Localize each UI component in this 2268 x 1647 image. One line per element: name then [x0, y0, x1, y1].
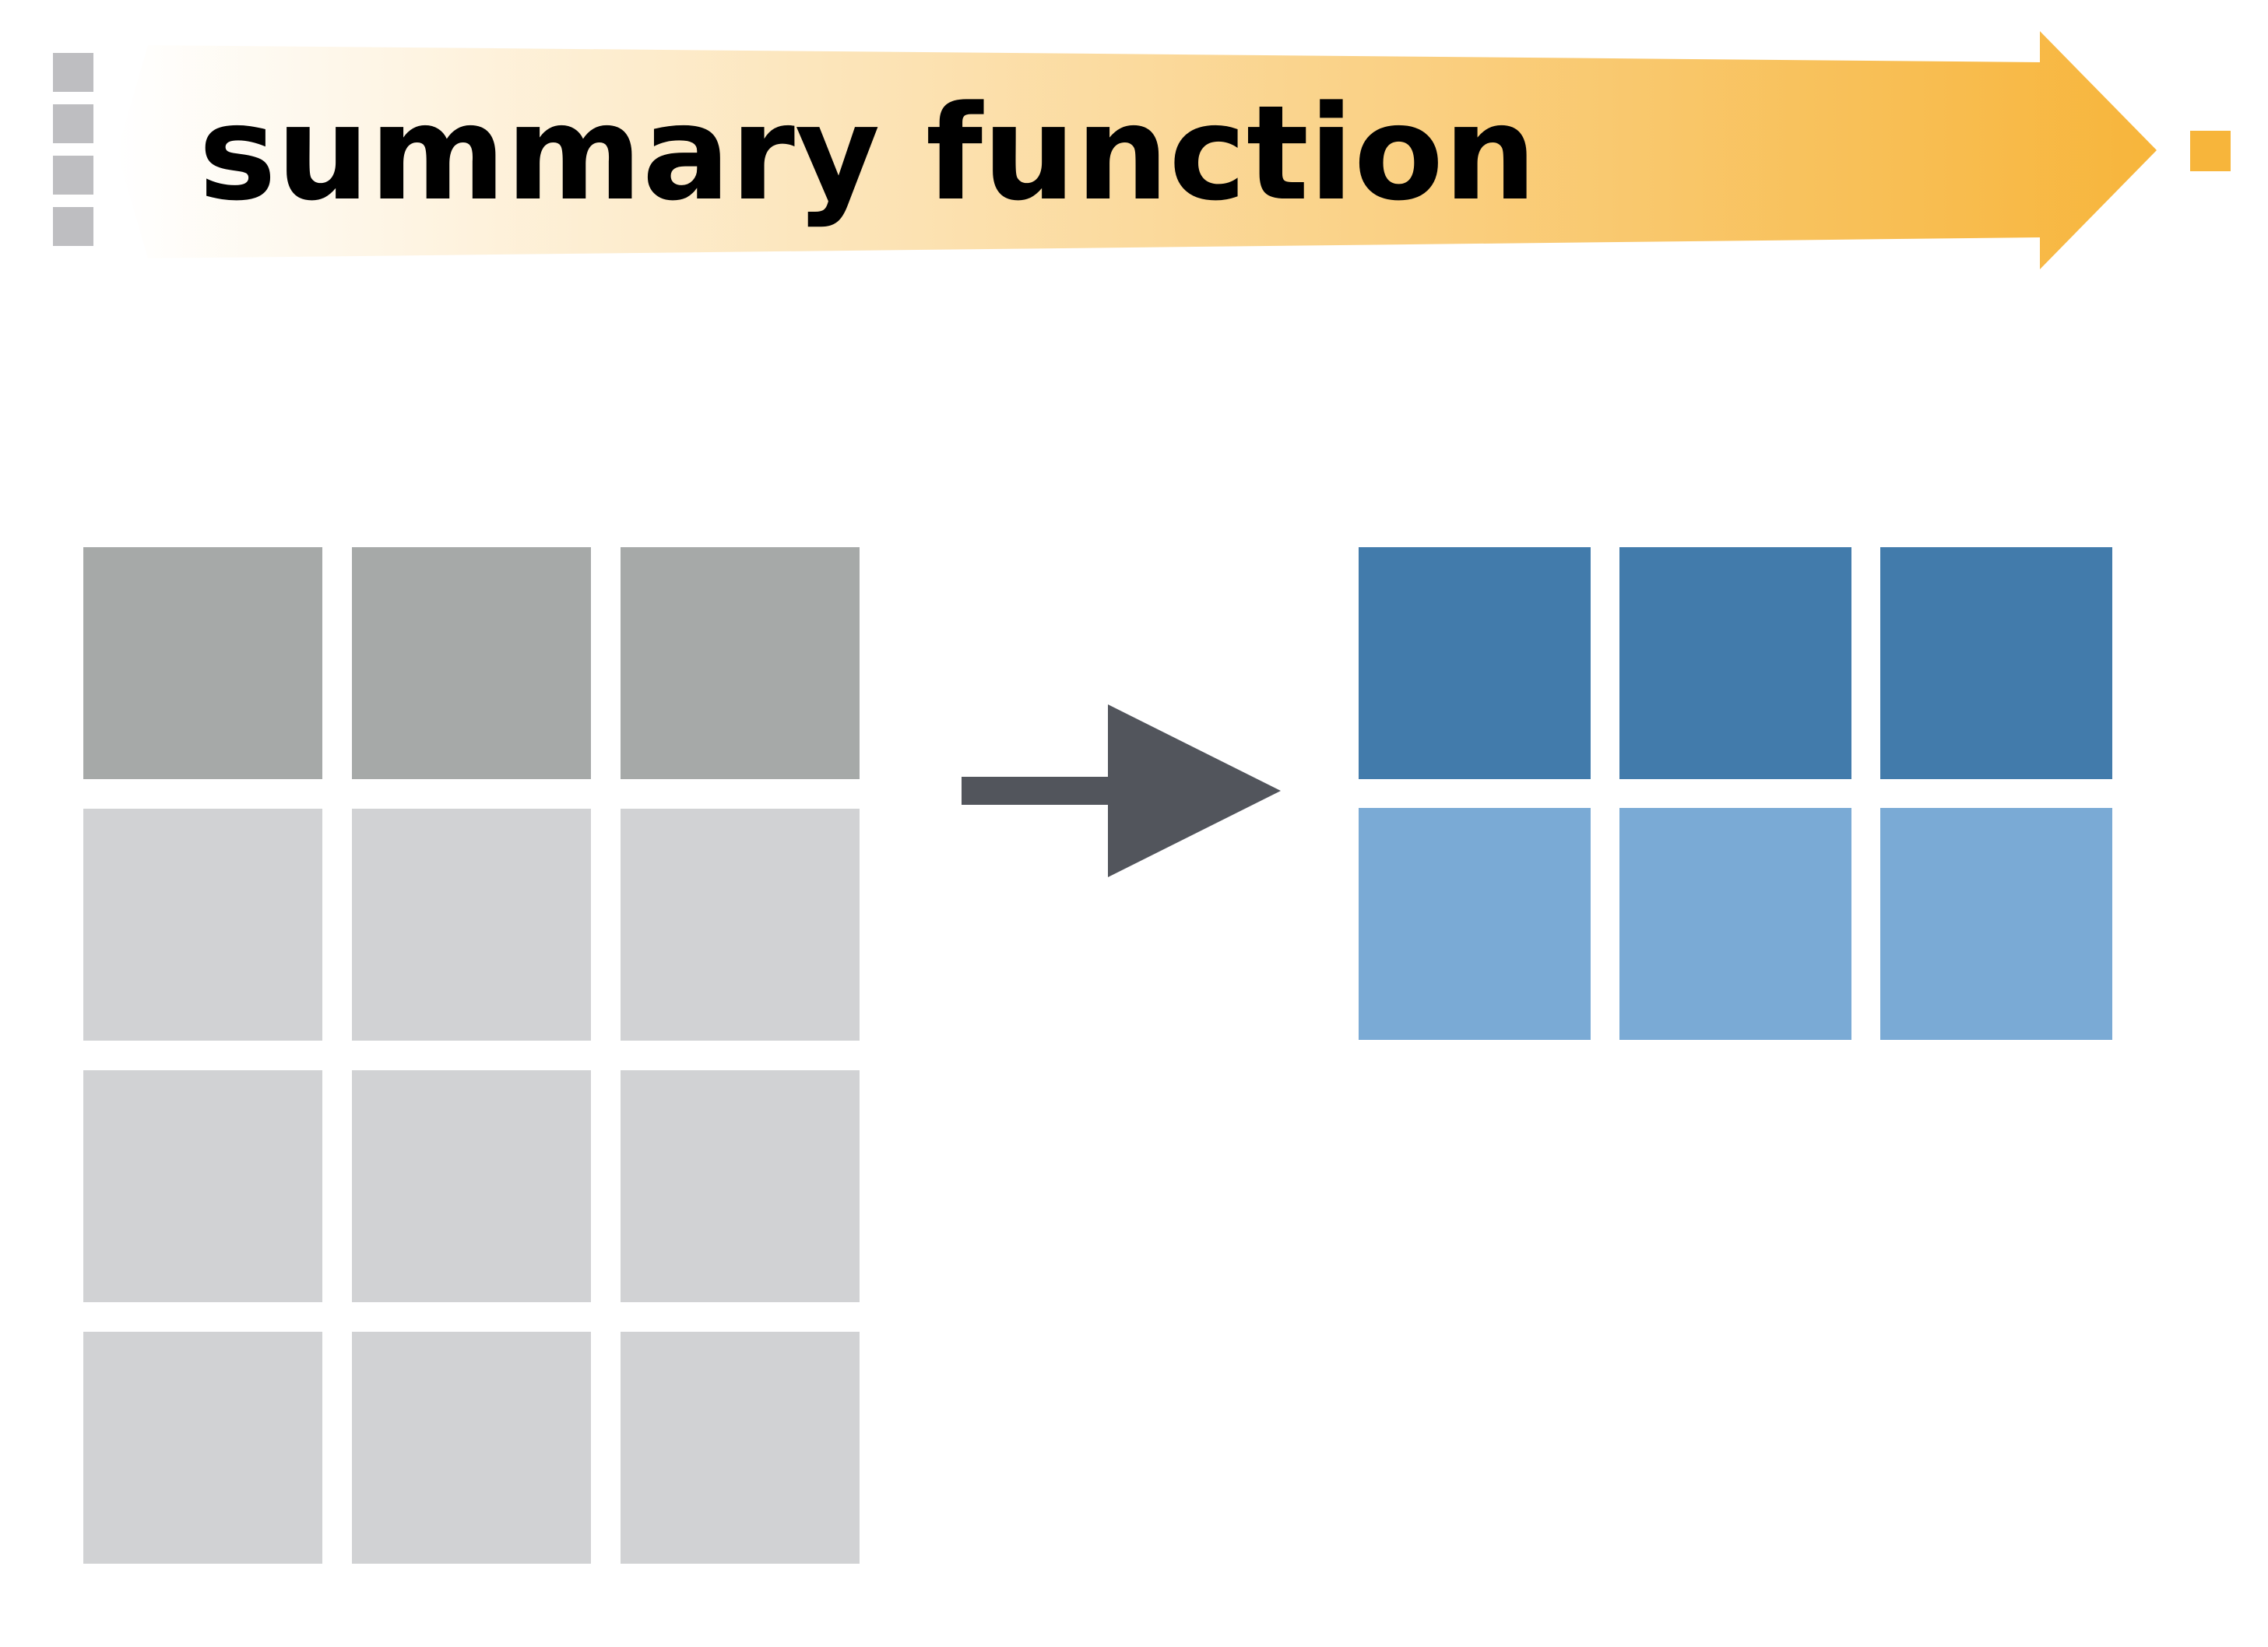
output-header-cell: [1619, 547, 1851, 779]
output-body-cell: [1619, 808, 1851, 1040]
side-tick-mark: [53, 104, 93, 143]
input-table: [83, 547, 860, 1564]
output-header-cell: [1880, 547, 2112, 779]
side-tick-marks: [53, 53, 93, 246]
output-header-cell: [1359, 547, 1591, 779]
banner-arrow-shape: [117, 31, 2157, 269]
input-body-cell: [83, 1332, 322, 1564]
input-body-cell: [621, 1332, 860, 1564]
banner-title: summary function: [199, 77, 1537, 230]
input-body-cell: [83, 1070, 322, 1302]
input-body-cell: [621, 1070, 860, 1302]
input-header-cell: [621, 547, 860, 779]
terminal-square: [2190, 131, 2231, 171]
banner-arrow: summary function: [117, 31, 2157, 269]
input-body-cell: [83, 809, 322, 1041]
input-body-cell: [352, 1332, 591, 1564]
input-header-cell: [83, 547, 322, 779]
input-body-cell: [621, 809, 860, 1041]
output-table: [1359, 547, 2112, 1040]
input-body-cell: [352, 1070, 591, 1302]
transform-arrow-shaft: [962, 777, 1117, 805]
output-body-cell: [1359, 808, 1591, 1040]
side-tick-mark: [53, 53, 93, 92]
side-tick-mark: [53, 156, 93, 195]
transform-arrow: [962, 704, 1281, 877]
transform-arrow-head: [1108, 704, 1281, 877]
side-tick-mark: [53, 207, 93, 246]
input-header-cell: [352, 547, 591, 779]
input-body-cell: [352, 809, 591, 1041]
output-body-cell: [1880, 808, 2112, 1040]
